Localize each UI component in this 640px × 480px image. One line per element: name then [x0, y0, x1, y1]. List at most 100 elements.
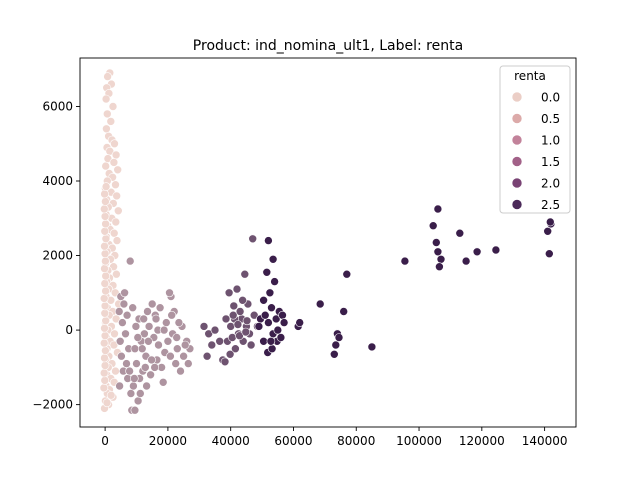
data-point	[229, 301, 239, 311]
data-point	[119, 299, 129, 309]
data-point	[122, 310, 132, 320]
data-point	[180, 340, 190, 350]
y-tick-label: 2000	[42, 249, 73, 263]
data-point	[150, 363, 159, 372]
data-point	[101, 234, 111, 244]
data-point	[125, 256, 135, 266]
data-point	[155, 303, 165, 313]
data-point	[246, 340, 256, 350]
data-point	[278, 310, 287, 320]
data-point	[130, 405, 140, 415]
data-point	[315, 299, 325, 309]
data-point	[228, 333, 237, 342]
data-point	[102, 398, 112, 408]
y-tick-label: −2000	[32, 398, 73, 412]
data-point	[142, 381, 151, 391]
data-point	[262, 267, 272, 277]
data-point	[144, 336, 153, 346]
data-point	[100, 308, 110, 318]
data-point	[111, 180, 120, 189]
data-point	[103, 109, 112, 119]
data-point	[235, 307, 245, 316]
data-point	[128, 303, 137, 313]
data-point	[144, 322, 154, 331]
data-point	[215, 336, 224, 346]
data-point	[100, 189, 109, 199]
data-point	[130, 344, 140, 354]
data-point	[225, 349, 235, 359]
data-point	[154, 340, 163, 350]
data-point	[121, 329, 130, 339]
data-point	[172, 333, 181, 342]
data-point	[220, 357, 230, 367]
data-point	[109, 340, 119, 350]
data-point	[166, 351, 175, 361]
data-point	[295, 318, 305, 327]
data-point	[111, 366, 120, 376]
data-point	[207, 340, 217, 350]
data-point	[173, 344, 182, 354]
data-point	[101, 346, 110, 355]
data-point	[139, 314, 148, 324]
data-point	[167, 310, 176, 320]
data-point	[254, 322, 264, 331]
data-point	[159, 325, 169, 335]
legend: renta 0.0 0.5 1.0 1.5 2.0 2.5	[499, 65, 571, 214]
data-point	[117, 351, 126, 361]
data-point	[329, 349, 339, 359]
data-point	[543, 227, 553, 236]
data-point	[115, 381, 124, 391]
data-point	[100, 227, 110, 236]
data-point	[99, 383, 109, 393]
data-point	[431, 238, 441, 247]
data-point	[100, 301, 110, 311]
y-axis: −2000 0 2000 4000 6000	[32, 99, 80, 412]
data-point	[491, 245, 501, 255]
data-point	[334, 333, 344, 342]
data-point	[109, 158, 119, 167]
data-point	[162, 318, 171, 327]
data-point	[143, 307, 152, 316]
legend-marker	[511, 134, 523, 146]
legend-marker	[511, 156, 523, 167]
data-point	[112, 191, 121, 201]
data-point	[141, 363, 150, 372]
data-point	[110, 139, 119, 148]
x-tick-label: 40000	[212, 434, 250, 448]
data-point	[472, 247, 482, 257]
data-point	[259, 295, 268, 305]
data-point	[461, 256, 471, 266]
data-point	[147, 299, 157, 309]
data-point	[146, 370, 155, 380]
data-point	[101, 271, 110, 281]
data-point	[133, 396, 143, 406]
x-tick-label: 140000	[522, 434, 568, 448]
data-point	[242, 316, 252, 326]
legend-marker	[511, 91, 523, 103]
data-point	[136, 389, 145, 398]
data-point	[267, 303, 276, 313]
legend-label: 1.0	[541, 134, 560, 148]
data-point	[339, 307, 349, 316]
data-point	[273, 325, 283, 335]
data-point	[100, 212, 110, 221]
data-point	[115, 336, 125, 346]
x-tick-label: 100000	[396, 434, 442, 448]
data-point	[131, 322, 141, 331]
data-point	[101, 256, 110, 266]
legend-marker	[511, 177, 523, 189]
data-point	[106, 117, 116, 126]
legend-label: 0.0	[541, 91, 560, 105]
data-point	[249, 310, 259, 320]
y-tick-label: 0	[65, 323, 73, 337]
data-point	[545, 217, 555, 227]
data-point	[174, 318, 184, 327]
legend-label: 0.5	[541, 112, 560, 126]
data-point	[100, 279, 110, 288]
data-point	[267, 344, 277, 354]
data-point	[231, 344, 240, 354]
data-point	[240, 269, 250, 279]
data-point	[100, 353, 109, 363]
data-point	[112, 269, 121, 279]
data-point	[100, 331, 110, 341]
